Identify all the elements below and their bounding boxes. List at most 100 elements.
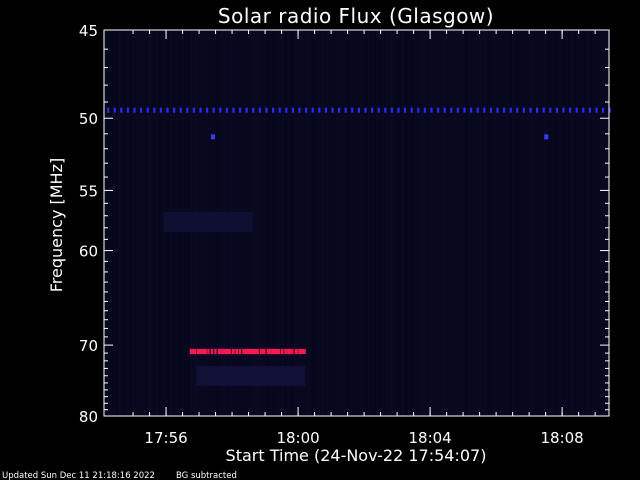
dotted-line-mark (265, 107, 268, 113)
time-column (314, 30, 316, 416)
x-tick-label: 18:08 (541, 429, 584, 447)
time-column (516, 30, 518, 416)
time-column (576, 30, 578, 416)
dotted-line-mark (483, 107, 486, 113)
time-column (372, 30, 374, 416)
time-column (358, 30, 360, 416)
emission-mark (298, 349, 303, 355)
time-column (300, 30, 302, 416)
time-column (134, 30, 136, 416)
time-column (550, 30, 552, 416)
dotted-line-mark (377, 107, 380, 113)
time-column (442, 30, 444, 416)
dotted-line-mark (463, 107, 466, 113)
time-column (390, 30, 392, 416)
time-column (488, 30, 490, 416)
time-column (410, 30, 412, 416)
emission-mark (235, 349, 239, 355)
time-column (596, 30, 598, 416)
time-column (402, 30, 404, 416)
time-column (454, 30, 456, 416)
y-tick-label: 60 (79, 243, 98, 261)
dotted-line-mark (126, 107, 129, 113)
emission-mark (270, 349, 275, 355)
time-column (500, 30, 502, 416)
emission-mark (207, 349, 210, 355)
time-column (444, 30, 446, 416)
time-column (298, 30, 300, 416)
time-column (394, 30, 396, 416)
time-column (118, 30, 120, 416)
time-column (480, 30, 482, 416)
time-column (270, 30, 272, 416)
time-column (282, 30, 284, 416)
x-tick-label: 18:04 (408, 429, 451, 447)
time-column (418, 30, 420, 416)
time-column (548, 30, 550, 416)
time-column (288, 30, 290, 416)
dotted-line-mark (305, 107, 308, 113)
dotted-line-mark (120, 107, 123, 113)
time-column (542, 30, 544, 416)
dotted-line-mark (437, 107, 440, 113)
dotted-line-mark (588, 107, 591, 113)
footer-updated: Updated Sun Dec 11 21:18:16 2022 (2, 471, 155, 480)
dotted-line-mark (423, 107, 426, 113)
data-point (544, 134, 549, 140)
time-column (140, 30, 142, 416)
emission-mark (193, 349, 197, 355)
y-tick-label: 80 (79, 408, 98, 426)
time-column (256, 30, 258, 416)
time-column (318, 30, 320, 416)
time-column (464, 30, 466, 416)
time-column (350, 30, 352, 416)
emission-mark (284, 349, 288, 355)
dotted-line-mark (113, 107, 116, 113)
time-column (332, 30, 334, 416)
emission-mark (221, 349, 225, 355)
time-column (348, 30, 350, 416)
dotted-line-mark (489, 107, 492, 113)
emission-mark (263, 349, 266, 355)
time-column (344, 30, 346, 416)
dotted-line-mark (344, 107, 347, 113)
time-column (424, 30, 426, 416)
time-column (340, 30, 342, 416)
time-column (510, 30, 512, 416)
dotted-line-mark (430, 107, 433, 113)
dotted-line-mark (298, 107, 301, 113)
time-column (328, 30, 330, 416)
time-column (384, 30, 386, 416)
time-column (104, 30, 106, 416)
time-column (406, 30, 408, 416)
time-column (156, 30, 158, 416)
emission-mark (189, 349, 195, 355)
dotted-line-mark (338, 107, 341, 113)
emission-mark (252, 349, 257, 355)
y-tick-label: 45 (79, 22, 98, 40)
time-column (532, 30, 534, 416)
time-column (490, 30, 492, 416)
time-column (436, 30, 438, 416)
dotted-line-mark (417, 107, 420, 113)
emission-mark (259, 349, 264, 355)
time-column (304, 30, 306, 416)
dotted-line-mark (219, 107, 222, 113)
emission-mark (277, 349, 281, 355)
dotted-line-mark (364, 107, 367, 113)
time-column (472, 30, 474, 416)
dotted-line-mark (450, 107, 453, 113)
time-column (128, 30, 130, 416)
time-column (528, 30, 530, 416)
dotted-line-mark (331, 107, 334, 113)
time-column (502, 30, 504, 416)
time-column (496, 30, 498, 416)
emission-mark (256, 349, 259, 355)
time-column (544, 30, 546, 416)
time-column (504, 30, 506, 416)
dotted-line-mark (397, 107, 400, 113)
time-column (450, 30, 452, 416)
time-column (296, 30, 298, 416)
dotted-line-mark (291, 107, 294, 113)
time-column (124, 30, 126, 416)
